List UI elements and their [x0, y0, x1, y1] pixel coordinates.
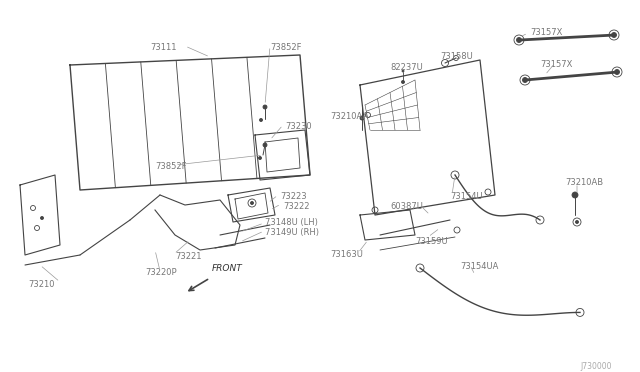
- Text: J730000: J730000: [580, 362, 611, 371]
- Text: 73210AB: 73210AB: [565, 178, 603, 187]
- Text: 73230: 73230: [285, 122, 312, 131]
- Circle shape: [263, 143, 267, 147]
- Circle shape: [259, 119, 262, 122]
- Text: 73210AA: 73210AA: [330, 112, 368, 121]
- Text: 73154U: 73154U: [450, 192, 483, 201]
- Text: 73148U (LH): 73148U (LH): [265, 218, 318, 227]
- Circle shape: [614, 70, 620, 74]
- Text: 73157X: 73157X: [530, 28, 563, 37]
- Circle shape: [401, 80, 404, 83]
- Circle shape: [360, 116, 364, 120]
- Circle shape: [572, 192, 578, 198]
- Text: 73210: 73210: [28, 280, 54, 289]
- Circle shape: [40, 217, 44, 219]
- Text: 73159U: 73159U: [415, 237, 447, 246]
- Text: 73154UA: 73154UA: [460, 262, 499, 271]
- Circle shape: [402, 70, 404, 72]
- Text: 73222: 73222: [283, 202, 310, 211]
- Text: 73220P: 73220P: [145, 268, 177, 277]
- Text: FRONT: FRONT: [212, 264, 243, 273]
- Text: 73852F: 73852F: [270, 43, 301, 52]
- Text: 73852F: 73852F: [155, 162, 186, 171]
- Text: 73158U: 73158U: [440, 52, 473, 61]
- Text: 82237U: 82237U: [390, 63, 423, 72]
- Text: 73111: 73111: [150, 43, 177, 52]
- Text: 73149U (RH): 73149U (RH): [265, 228, 319, 237]
- Circle shape: [259, 157, 262, 160]
- Circle shape: [575, 221, 579, 224]
- Circle shape: [516, 38, 522, 42]
- Circle shape: [611, 32, 616, 38]
- Text: 73223: 73223: [280, 192, 307, 201]
- Text: 73157X: 73157X: [540, 60, 572, 69]
- Text: 60387U: 60387U: [390, 202, 423, 211]
- Circle shape: [250, 202, 253, 205]
- Circle shape: [522, 77, 527, 83]
- Text: 73163U: 73163U: [330, 250, 363, 259]
- Text: 73221: 73221: [175, 252, 202, 261]
- Circle shape: [263, 105, 267, 109]
